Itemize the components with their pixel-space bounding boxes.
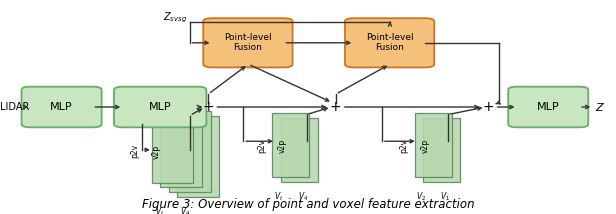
Text: $Z_{svsg}$: $Z_{svsg}$ (163, 11, 187, 25)
Text: MLP: MLP (149, 102, 171, 112)
Bar (281, 118, 318, 182)
Text: v2p: v2p (421, 138, 429, 153)
Text: p2v: p2v (257, 138, 266, 153)
Text: $V_4$: $V_4$ (298, 190, 308, 203)
FancyBboxPatch shape (508, 87, 588, 127)
Bar (160, 106, 202, 187)
Text: p2v: p2v (399, 138, 408, 153)
Text: $V_2$: $V_2$ (416, 190, 426, 203)
Text: +: + (203, 100, 214, 114)
FancyBboxPatch shape (114, 87, 206, 127)
Bar (169, 111, 211, 192)
Bar (152, 101, 193, 183)
Text: $Z$: $Z$ (595, 101, 605, 113)
Bar (177, 116, 219, 197)
FancyBboxPatch shape (345, 18, 434, 67)
Text: Point-level
Fusion: Point-level Fusion (224, 33, 272, 52)
Text: $V_1$: $V_1$ (440, 190, 450, 203)
Text: LIDAR: LIDAR (0, 102, 30, 112)
Text: Point-level
Fusion: Point-level Fusion (366, 33, 413, 52)
Text: $V_t$: $V_t$ (155, 205, 165, 214)
Text: v2p: v2p (152, 145, 161, 159)
Bar (415, 113, 452, 177)
Text: $V_t$: $V_t$ (274, 190, 283, 203)
Text: +: + (483, 100, 494, 114)
FancyBboxPatch shape (22, 87, 102, 127)
Text: $V_4$: $V_4$ (180, 205, 190, 214)
Text: +: + (330, 100, 341, 114)
Text: p2v: p2v (130, 144, 139, 158)
Text: MLP: MLP (537, 102, 559, 112)
FancyBboxPatch shape (203, 18, 293, 67)
Text: Figure 3: Overview of point and voxel feature extraction: Figure 3: Overview of point and voxel fe… (142, 198, 474, 211)
Bar (423, 118, 460, 182)
Text: v2p: v2p (278, 138, 286, 153)
Bar (272, 113, 309, 177)
Text: MLP: MLP (51, 102, 73, 112)
